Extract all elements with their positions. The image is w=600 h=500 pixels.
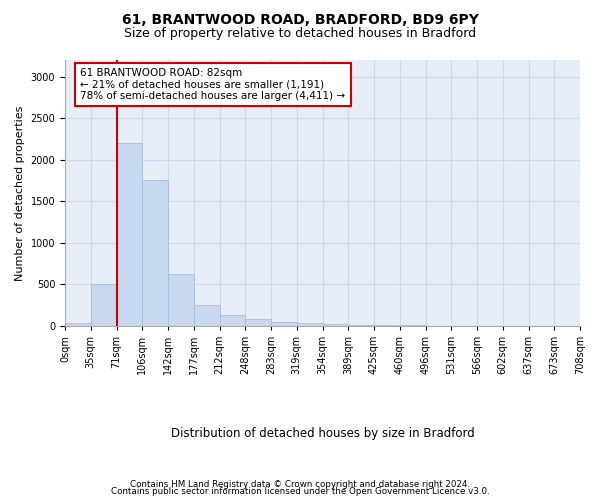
Text: Contains HM Land Registry data © Crown copyright and database right 2024.: Contains HM Land Registry data © Crown c… bbox=[130, 480, 470, 489]
Bar bbox=[271, 322, 297, 326]
Bar bbox=[116, 143, 142, 326]
Text: 61, BRANTWOOD ROAD, BRADFORD, BD9 6PY: 61, BRANTWOOD ROAD, BRADFORD, BD9 6PY bbox=[122, 12, 478, 26]
Bar bbox=[374, 325, 400, 326]
X-axis label: Distribution of detached houses by size in Bradford: Distribution of detached houses by size … bbox=[170, 427, 475, 440]
Bar bbox=[348, 324, 374, 326]
Bar bbox=[245, 319, 271, 326]
Bar bbox=[168, 274, 194, 326]
Bar bbox=[65, 324, 91, 326]
Text: Size of property relative to detached houses in Bradford: Size of property relative to detached ho… bbox=[124, 28, 476, 40]
Y-axis label: Number of detached properties: Number of detached properties bbox=[15, 105, 25, 281]
Bar bbox=[194, 305, 220, 326]
Bar bbox=[142, 180, 168, 326]
Bar bbox=[297, 323, 323, 326]
Text: 61 BRANTWOOD ROAD: 82sqm
← 21% of detached houses are smaller (1,191)
78% of sem: 61 BRANTWOOD ROAD: 82sqm ← 21% of detach… bbox=[80, 68, 346, 101]
Bar bbox=[91, 284, 116, 326]
Text: Contains public sector information licensed under the Open Government Licence v3: Contains public sector information licen… bbox=[110, 488, 490, 496]
Bar bbox=[323, 324, 348, 326]
Bar bbox=[220, 316, 245, 326]
